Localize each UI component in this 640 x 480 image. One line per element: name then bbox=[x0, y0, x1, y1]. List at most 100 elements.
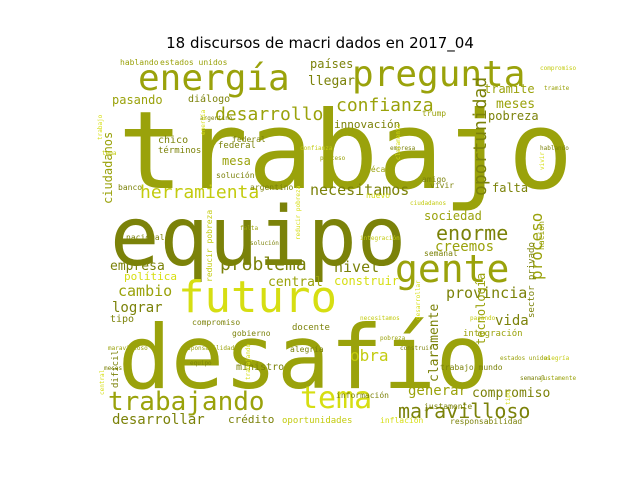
cloud-word-small: empresa bbox=[390, 145, 416, 152]
cloud-word: mesa bbox=[222, 154, 251, 168]
cloud-area bbox=[98, 52, 550, 428]
cloud-word: pobreza bbox=[488, 109, 539, 123]
cloud-word: integración bbox=[463, 328, 523, 339]
cloud-word: diálogo bbox=[188, 93, 230, 105]
cloud-word: maravilloso bbox=[398, 399, 530, 423]
cloud-word-small: integración bbox=[360, 235, 400, 242]
cloud-word: términos bbox=[158, 145, 201, 156]
cloud-word: desarrollo bbox=[215, 104, 323, 125]
cloud-word: falta bbox=[492, 181, 528, 195]
cloud-word: empresa bbox=[110, 259, 165, 274]
cloud-word: oportunidad bbox=[470, 77, 491, 196]
cloud-word: confianza bbox=[336, 95, 434, 116]
cloud-word: sociedad bbox=[424, 209, 482, 223]
cloud-word: trump bbox=[422, 109, 446, 118]
cloud-word: crédito bbox=[228, 413, 274, 426]
cloud-word: claramente bbox=[427, 304, 442, 382]
cloud-word: trabajo bbox=[118, 89, 573, 214]
cloud-word: central bbox=[268, 275, 323, 290]
cloud-word-small: confianza bbox=[300, 145, 333, 152]
cloud-word-small: semanal bbox=[520, 375, 546, 382]
cloud-word: energía bbox=[138, 58, 290, 99]
cloud-word: información bbox=[336, 390, 389, 400]
cloud-word: vida bbox=[495, 313, 529, 329]
cloud-word-small: reducir pobreza bbox=[295, 185, 302, 240]
cloud-word: pregunta bbox=[352, 54, 525, 95]
cloud-word-small: vivir bbox=[539, 152, 546, 170]
cloud-word: compromiso bbox=[472, 386, 550, 401]
cloud-word-small: claramente bbox=[395, 123, 402, 160]
cloud-word-small: falta bbox=[240, 225, 258, 232]
cloud-word-small: estados unidos bbox=[500, 355, 551, 362]
cloud-word: tema bbox=[300, 381, 372, 416]
cloud-word-small: desarrollar bbox=[415, 280, 422, 320]
cloud-word-small: central bbox=[99, 369, 106, 395]
cloud-word-small: pasando bbox=[470, 315, 496, 322]
cloud-word: futuro bbox=[178, 272, 337, 323]
cloud-word: alegría bbox=[290, 345, 324, 354]
cloud-word-small: compromiso bbox=[540, 65, 577, 72]
cloud-word: ciudadanos bbox=[101, 132, 115, 204]
cloud-word: oportunidades bbox=[282, 416, 352, 426]
chart-title: 18 discursos de macri dados en 2017_04 bbox=[166, 34, 474, 52]
cloud-word: argentino bbox=[250, 183, 294, 192]
cloud-word: ministro bbox=[236, 362, 284, 373]
cloud-word: gente bbox=[395, 247, 509, 291]
cloud-word: inflación bbox=[380, 415, 424, 425]
cloud-word-small: justamente bbox=[540, 375, 577, 382]
cloud-word-small: energía bbox=[200, 109, 207, 135]
cloud-word: necesitamos bbox=[310, 181, 409, 199]
cloud-word: tipo bbox=[110, 314, 134, 325]
cloud-word-small: pobreza bbox=[380, 335, 406, 342]
cloud-word: construir bbox=[334, 274, 399, 288]
cloud-word: vivir bbox=[430, 181, 454, 190]
cloud-word-small: proceso bbox=[320, 155, 346, 162]
cloud-word: amigo bbox=[422, 175, 446, 184]
cloud-word: enorme bbox=[436, 221, 508, 245]
cloud-word-small: necesitamos bbox=[360, 315, 400, 322]
cloud-word: problema bbox=[220, 254, 307, 275]
cloud-word-small: responsabilidad bbox=[180, 345, 235, 352]
cloud-word: reducir pobreza bbox=[205, 210, 214, 282]
cloud-word: responsabilidad bbox=[450, 417, 522, 426]
cloud-word: herramienta bbox=[140, 182, 259, 203]
cloud-word: nivel bbox=[334, 258, 379, 276]
cloud-word: proceso bbox=[527, 213, 546, 280]
cloud-word: desafío bbox=[118, 306, 489, 409]
cloud-word-small: construir bbox=[400, 345, 433, 352]
cloud-word: gobierno bbox=[232, 329, 271, 338]
cloud-word: chico bbox=[158, 135, 188, 146]
cloud-word-small: tipo bbox=[505, 390, 512, 405]
cloud-word: equipo bbox=[110, 190, 406, 285]
cloud-word: desarrollar bbox=[112, 412, 205, 428]
cloud-word: sector privado bbox=[527, 242, 537, 318]
cloud-word: solución bbox=[216, 170, 255, 180]
cloud-word: federal bbox=[218, 141, 256, 151]
cloud-word: hablando bbox=[120, 58, 159, 67]
cloud-word-small: ciudadanos bbox=[410, 200, 447, 207]
cloud-word: nuevo bbox=[366, 191, 390, 200]
cloud-word: tecnología bbox=[474, 273, 488, 345]
cloud-word-small: trabajando bbox=[245, 343, 252, 380]
cloud-word: provincia bbox=[446, 284, 527, 302]
cloud-word-small: maravilloso bbox=[108, 345, 148, 352]
cloud-word: nación bbox=[536, 221, 546, 250]
cloud-word: países bbox=[310, 57, 353, 71]
cloud-word: trabajo mundo bbox=[440, 363, 503, 372]
cloud-word: pasando bbox=[112, 93, 163, 107]
cloud-word: federal bbox=[232, 135, 266, 144]
cloud-word: creemos bbox=[435, 239, 494, 255]
cloud-word-small: equipo bbox=[190, 360, 212, 367]
cloud-word-small: hablando bbox=[540, 145, 569, 152]
cloud-word-small: solución bbox=[250, 240, 279, 247]
cloud-word: innovación bbox=[334, 118, 400, 131]
cloud-word: década bbox=[366, 164, 395, 174]
cloud-word: docente bbox=[292, 323, 330, 333]
cloud-word: cambio bbox=[118, 282, 172, 300]
cloud-word-small: argentino bbox=[200, 115, 233, 122]
cloud-word: compromiso bbox=[192, 318, 240, 327]
cloud-word: obra bbox=[350, 346, 389, 365]
